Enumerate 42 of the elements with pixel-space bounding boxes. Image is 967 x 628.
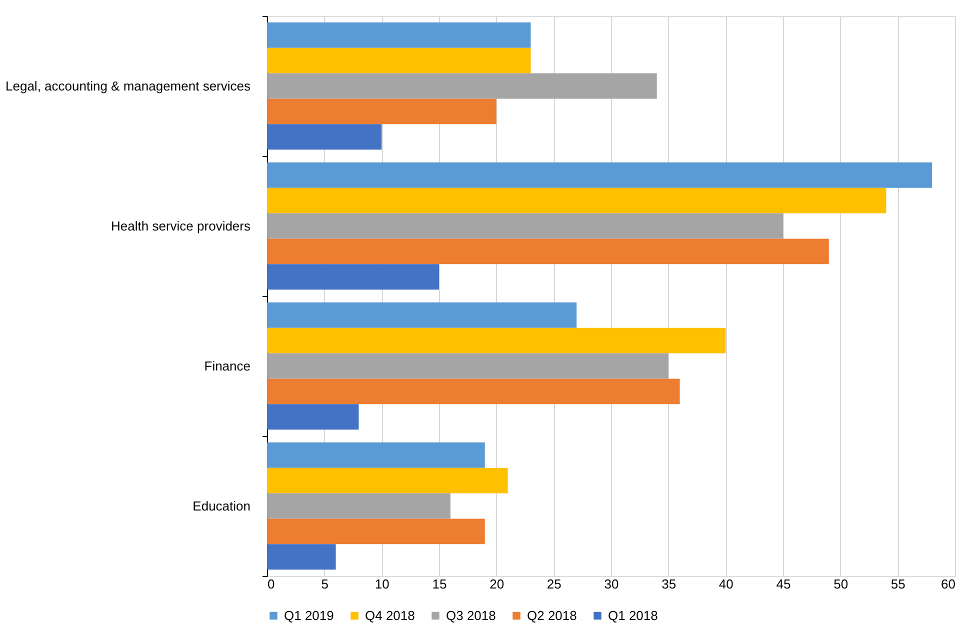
x-tick-label: 20 (490, 576, 504, 592)
bar (267, 188, 886, 214)
bar (267, 404, 359, 430)
bar (267, 302, 577, 328)
bar (267, 22, 531, 48)
x-tick-label: 15 (432, 576, 447, 592)
bar (267, 378, 680, 404)
x-tick-label: 10 (374, 576, 390, 592)
x-tick-label: 35 (662, 576, 676, 592)
x-tick-label: 25 (546, 576, 562, 592)
bar (267, 493, 450, 519)
bar (267, 238, 829, 264)
bar (267, 73, 657, 99)
x-tick-label: 0 (268, 576, 275, 592)
bar (267, 442, 485, 468)
x-tick-label: 40 (718, 576, 734, 592)
legend-label: Q4 2018 (365, 608, 415, 623)
x-tick-label: 45 (776, 576, 791, 592)
x-tick-label: 55 (890, 576, 906, 592)
bar (267, 162, 932, 188)
bar (267, 213, 783, 239)
x-tick-label: 60 (941, 576, 956, 592)
x-tick-label: 50 (834, 576, 848, 592)
bar (267, 544, 336, 570)
legend-label: Q1 2019 (284, 608, 334, 623)
y-tick-label: Finance (204, 358, 250, 374)
bar (267, 353, 668, 379)
x-tick-label: 5 (321, 576, 328, 592)
bar (267, 264, 439, 290)
legend-label: Q1 2018 (608, 608, 658, 623)
legend-label: Q2 2018 (527, 608, 577, 623)
x-tick-label: 30 (604, 576, 619, 592)
y-tick-label: Health service providers (111, 218, 251, 234)
legend-label: Q3 2018 (446, 608, 496, 623)
y-tick-label: Legal, accounting & management services (6, 78, 251, 94)
bar (267, 48, 531, 74)
y-tick-label: Education (192, 498, 250, 514)
bar (267, 124, 382, 150)
bar (267, 468, 508, 494)
bar (267, 98, 496, 124)
bar (267, 328, 726, 354)
bar (267, 518, 485, 544)
